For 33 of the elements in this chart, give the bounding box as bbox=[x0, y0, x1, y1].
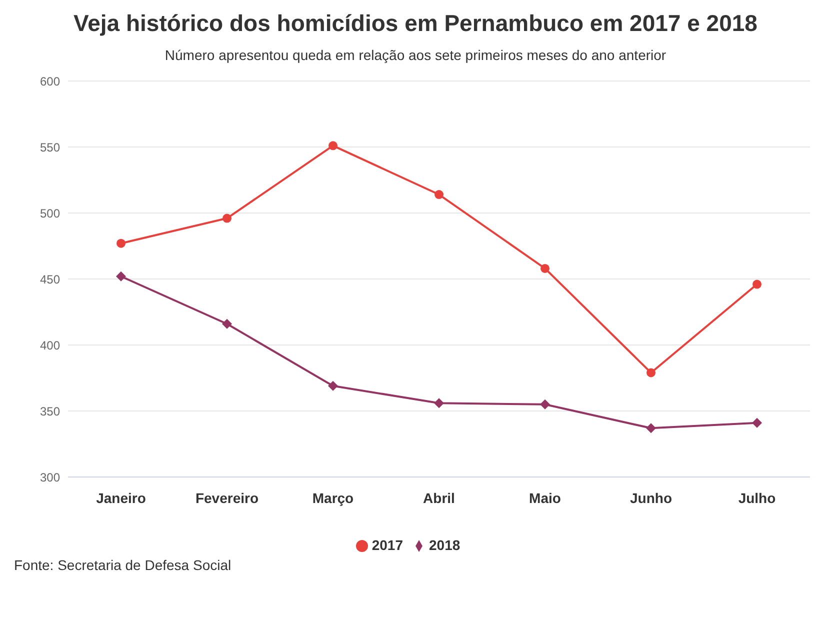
x-tick-label: Março bbox=[312, 490, 354, 506]
chart-title: Veja histórico dos homicídios em Pernambuco em 2017 e 2018 bbox=[72, 10, 758, 37]
x-tick-label: Julho bbox=[738, 490, 776, 506]
x-tick-label: Junho bbox=[630, 490, 672, 506]
x-tick-label: Fevereiro bbox=[195, 490, 259, 506]
y-tick-label: 300 bbox=[40, 470, 60, 484]
point bbox=[752, 418, 762, 428]
point bbox=[222, 214, 232, 223]
point bbox=[434, 190, 444, 200]
point bbox=[222, 318, 232, 329]
point bbox=[752, 280, 762, 289]
point bbox=[328, 141, 338, 150]
chart-subtitle: Número apresentou queda em relação aos sete primeiros meses do ano anterior bbox=[164, 47, 668, 63]
y-tick-label: 500 bbox=[40, 206, 60, 220]
x-tick-label: Janeiro bbox=[96, 490, 146, 506]
point bbox=[328, 380, 338, 391]
legend-label: 2017 bbox=[372, 537, 403, 553]
point bbox=[116, 271, 126, 282]
x-tick-label: Abril bbox=[423, 490, 455, 506]
legend-label: 2018 bbox=[429, 537, 460, 553]
x-tick-label: Maio bbox=[529, 490, 561, 506]
y-tick-label: 400 bbox=[40, 338, 60, 352]
y-tick-label: 550 bbox=[40, 140, 60, 154]
point bbox=[116, 238, 126, 248]
point bbox=[646, 423, 656, 434]
source-note: Fonte: Secretaria de Defesa Social bbox=[14, 557, 232, 573]
point bbox=[540, 264, 550, 273]
point bbox=[434, 398, 444, 408]
point bbox=[646, 368, 656, 378]
point bbox=[540, 399, 550, 410]
y-tick-label: 450 bbox=[40, 272, 60, 286]
y-tick-label: 350 bbox=[40, 404, 60, 418]
y-tick-label: 600 bbox=[40, 74, 60, 88]
